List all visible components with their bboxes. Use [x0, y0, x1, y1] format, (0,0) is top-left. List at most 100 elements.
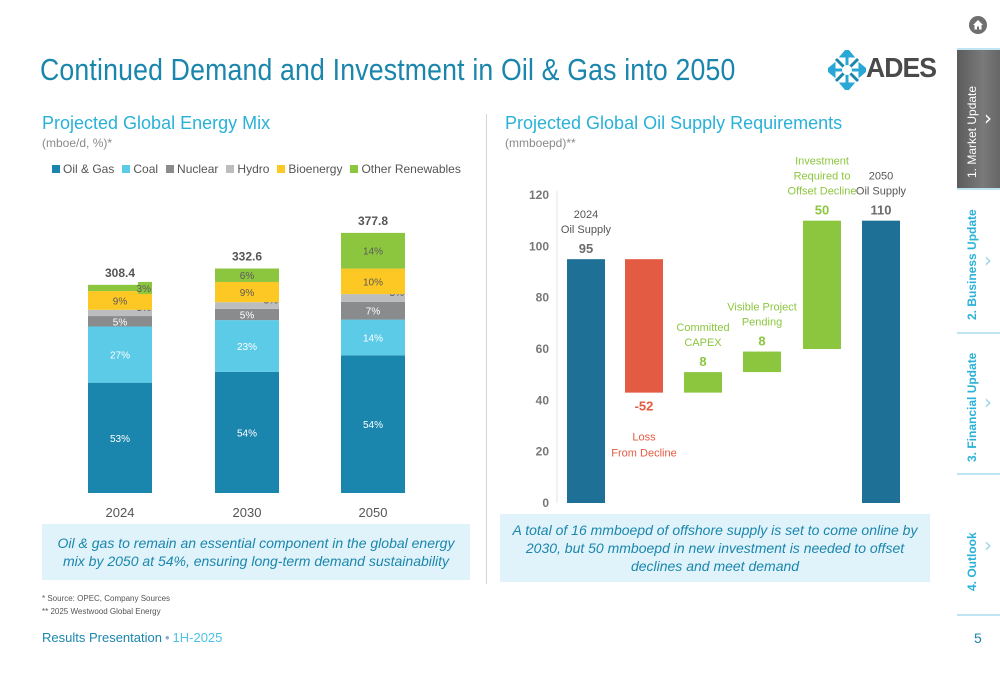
- waterfall-value-label: 95: [579, 241, 593, 256]
- bar-segment-oil-gas: [341, 355, 405, 493]
- bar-segment-oil-gas: [215, 371, 279, 493]
- chevron-right-icon: ›: [984, 390, 992, 414]
- nav-item-label: 4. Outlook: [965, 532, 979, 591]
- logo-arrows-icon: [825, 47, 869, 93]
- waterfall-category-label: 2050: [869, 171, 893, 183]
- chevron-right-icon: ›: [984, 533, 992, 557]
- waterfall-category-label: 2024: [574, 209, 598, 221]
- bar-segment-nuclear: [88, 316, 152, 327]
- nav-separator: [957, 614, 1000, 616]
- ades-logo: ADES: [825, 47, 938, 93]
- bar-total-label: 377.8: [358, 214, 388, 228]
- legend-swatch: [226, 165, 235, 173]
- bar-segment-bioenergy: [215, 281, 279, 303]
- waterfall-category-label: Oil Supply: [561, 224, 612, 236]
- bar-segment-other-renewables: [88, 284, 152, 292]
- home-icon[interactable]: [969, 16, 987, 34]
- legend-swatch: [52, 165, 60, 173]
- chevron-right-icon: ›: [984, 106, 992, 130]
- legend-swatch: [166, 165, 175, 173]
- bar-label-box: [138, 281, 152, 294]
- bar-segment-other-renewables: [215, 268, 279, 282]
- waterfall-bar: [567, 259, 605, 503]
- nav-item-outlook[interactable]: 4. Outlook ›: [957, 475, 1000, 613]
- bar-segment-nuclear: [215, 308, 279, 321]
- bar-segment-label: 10%: [363, 277, 383, 288]
- nav-separator: [957, 332, 1000, 334]
- waterfall-step-2050-oil-supply: 110 2050 Oil Supply: [856, 171, 907, 503]
- energy-mix-chart: 53%27%5%3%9%3%308.4202454%23%5%3%9%6%332…: [88, 214, 405, 520]
- energy-mix-callout: Oil & gas to remain an essential compone…: [42, 524, 470, 580]
- x-tick-label: 2050: [359, 505, 388, 520]
- bar-segment-label: 54%: [237, 428, 257, 439]
- waterfall-step-investment-required-to-offset-decline: 50 Investment Required to Offset Decline: [788, 156, 857, 349]
- x-tick-label: 2030: [233, 505, 262, 520]
- y-tick-label: 80: [536, 291, 550, 305]
- legend-label: Other Renewables: [361, 162, 461, 176]
- footer-separator: •: [164, 630, 170, 645]
- nav-item-financial-update[interactable]: 3. Financial Update ›: [957, 334, 1000, 472]
- oil-supply-callout: A total of 16 mmboepd of offshore supply…: [500, 514, 930, 582]
- legend-item-bioenergy: Bioenergy: [277, 162, 342, 176]
- legend-item-other-renewables: Other Renewables: [350, 162, 461, 176]
- waterfall-bar: [862, 220, 900, 503]
- waterfall-category-label: Committed: [676, 322, 729, 334]
- nav-item-business-update[interactable]: 2. Business Update ›: [957, 190, 1000, 330]
- bar-segment-coal: [341, 319, 405, 356]
- waterfall-bar: [684, 372, 722, 393]
- waterfall-category-label: Oil Supply: [856, 186, 907, 198]
- panel-divider: [486, 114, 487, 584]
- bar-segment-label: 5%: [113, 317, 128, 328]
- waterfall-step-visible-project-pending: 8 Visible Project Pending: [727, 302, 797, 373]
- nav-separator: [957, 188, 1000, 190]
- y-tick-label: 20: [536, 445, 550, 459]
- chevron-right-icon: ›: [984, 248, 992, 272]
- bar-total-label: 308.4: [105, 266, 135, 280]
- energy-mix-title: Projected Global Energy Mix: [42, 113, 271, 133]
- waterfall-value-label: 8: [699, 354, 706, 369]
- footer: Results Presentation • 1H-2025: [42, 630, 222, 645]
- oil-supply-waterfall-chart: 0 20 40 60 80 100 120 95 2024 Oil Supply -52 Loss Fr…: [529, 156, 907, 510]
- bar-segment-label: 3%: [137, 284, 152, 295]
- nav-separator: [957, 473, 1000, 475]
- y-tick-label: 0: [542, 496, 549, 510]
- waterfall-category-label: Offset Decline: [788, 186, 857, 198]
- nav-separator: [957, 48, 1000, 50]
- bar-segment-label: 27%: [110, 351, 130, 362]
- footnote-westwood: ** 2025 Westwood Global Energy: [42, 607, 161, 616]
- legend-label: Hydro: [237, 162, 270, 176]
- waterfall-value-label: -52: [635, 399, 654, 414]
- bar-stack-2050: 54%14%7%3%10%14%: [341, 232, 405, 493]
- bar-stack-2024: 53%27%5%3%9%3%: [88, 281, 152, 493]
- waterfall-category-label: Required to: [794, 171, 851, 183]
- bar-segment-label: 5%: [240, 311, 255, 322]
- bar-total-label: 332.6: [232, 249, 262, 263]
- bar-segment-oil-gas: [88, 382, 152, 493]
- bar-stack-2030: 54%23%5%3%9%6%: [215, 268, 279, 493]
- legend-item-oil-gas: Oil & Gas: [52, 162, 114, 176]
- legend-label: Nuclear: [177, 162, 219, 176]
- logo-text: ADES: [866, 52, 937, 83]
- nav-item-market-update[interactable]: 1. Market Update ›: [957, 50, 1000, 188]
- waterfall-value-label: 50: [815, 203, 829, 218]
- bar-segment-bioenergy: [341, 268, 405, 295]
- bar-segment-hydro: [341, 294, 405, 302]
- bar-segment-label: 14%: [363, 247, 383, 258]
- legend-label: Oil & Gas: [63, 162, 115, 176]
- bar-segment-coal: [88, 326, 152, 383]
- waterfall-step-loss-from-decline: -52 Loss From Decline: [611, 259, 677, 460]
- waterfall-category-label: Loss: [632, 432, 656, 444]
- waterfall-category-label: Visible Project: [727, 302, 797, 314]
- waterfall-value-label: 8: [758, 334, 765, 349]
- waterfall-category-label: CAPEX: [684, 337, 722, 349]
- bar-segment-nuclear: [341, 301, 405, 320]
- legend-item-nuclear: Nuclear: [166, 162, 218, 176]
- y-tick-label: 60: [536, 342, 550, 356]
- bar-segment-label: 9%: [113, 296, 128, 307]
- oil-supply-title: Projected Global Oil Supply Requirements: [505, 113, 843, 133]
- legend-item-coal: Coal: [122, 162, 158, 176]
- bar-segment-hydro: [88, 309, 152, 317]
- side-nav: 1. Market Update › 2. Business Update › …: [957, 0, 1000, 685]
- x-tick-label: 2024: [106, 505, 135, 520]
- nav-item-label: 2. Business Update: [965, 209, 979, 320]
